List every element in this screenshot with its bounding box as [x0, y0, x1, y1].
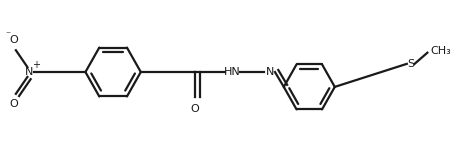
- Text: N: N: [25, 67, 34, 77]
- Text: CH₃: CH₃: [430, 46, 451, 56]
- Text: O: O: [10, 35, 18, 45]
- Text: +: +: [32, 60, 40, 70]
- Text: O: O: [190, 104, 199, 114]
- Text: HN: HN: [224, 67, 241, 77]
- Text: S: S: [407, 59, 414, 69]
- Text: O: O: [10, 99, 18, 109]
- Text: ⁻: ⁻: [5, 30, 10, 40]
- Text: N: N: [266, 67, 274, 77]
